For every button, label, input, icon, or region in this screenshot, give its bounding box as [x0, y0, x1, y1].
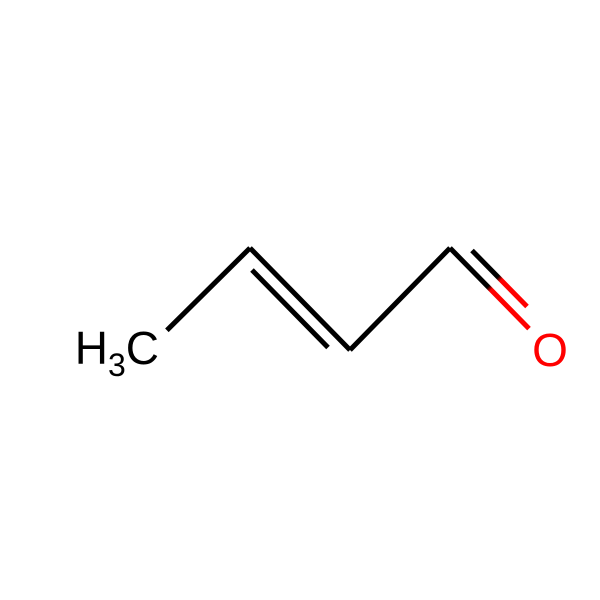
- molecule-diagram: H3C O: [0, 0, 600, 600]
- atom-label-methyl: H3C: [75, 322, 159, 383]
- atom-label-oxygen: O: [532, 324, 568, 376]
